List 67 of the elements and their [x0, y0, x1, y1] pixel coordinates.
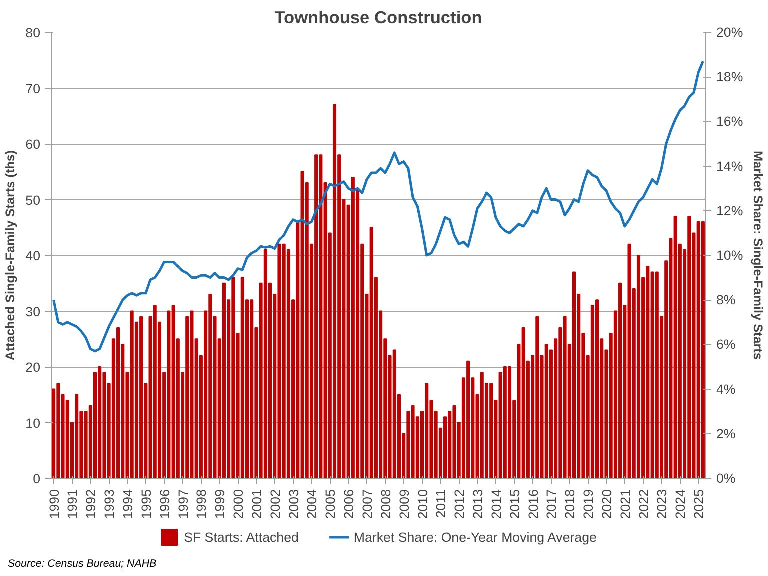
bar: [332, 104, 337, 478]
x-tick-label: 2000: [231, 489, 246, 520]
x-tick-label: 1992: [84, 489, 99, 520]
y2-tick-label: 10%: [716, 248, 744, 263]
y2-tick-label: 6%: [716, 337, 736, 352]
x-tick-label: 1999: [212, 489, 228, 520]
y2-tick-label: 18%: [716, 70, 744, 85]
x-tick-label: 2004: [304, 488, 320, 520]
y2-tick-label: 16%: [716, 114, 744, 130]
x-tick-label: 2006: [342, 489, 357, 520]
y-tick-label: 60: [26, 137, 41, 152]
y-tick-label: 80: [26, 26, 41, 40]
y-tick-label: 70: [26, 81, 41, 96]
legend-label: Market Share: One-Year Moving Average: [354, 530, 597, 544]
x-tick-label: 2010: [415, 489, 430, 520]
x-tick-label: 2007: [360, 489, 375, 520]
y2-tick-label: 14%: [716, 158, 744, 174]
x-tick-label: 2025: [692, 489, 707, 520]
x-tick-label: 2015: [507, 489, 522, 520]
x-tick-label: 2013: [470, 489, 486, 520]
legend-label: SF Starts: Attached: [184, 530, 299, 544]
bar: [508, 366, 512, 478]
y2-tick-label: 0%: [716, 471, 736, 486]
x-tick-label: 1995: [138, 489, 154, 520]
x-tick-label: 1993: [102, 489, 118, 520]
y-axis-title: Attached Single-Family Starts (ths): [4, 150, 18, 361]
line-series: [52, 60, 704, 353]
x-tick-label: 1991: [65, 489, 80, 520]
bar: [701, 222, 705, 478]
source-note: Source: Census Bureau; NAHB: [8, 557, 157, 572]
x-tick-label: 2003: [286, 489, 302, 520]
y2-tick-label: 2%: [716, 426, 736, 442]
y-tick-label: 50: [26, 192, 41, 208]
y2-tick-label: 20%: [716, 25, 744, 40]
y-tick-label: 10: [26, 416, 41, 431]
x-tick-label: 2021: [618, 489, 633, 520]
chart-title: Townhouse Construction: [274, 8, 482, 28]
y2-axis-title: Market Share: Single-Family Starts: [751, 151, 766, 360]
x-tick-label: 2005: [323, 489, 338, 520]
x-tick-label: 1990: [46, 489, 62, 520]
y-tick-label: 40: [26, 248, 41, 264]
x-tick-label: 2017: [544, 489, 560, 520]
x-tick-label: 2016: [526, 489, 541, 520]
x-tick-label: 2019: [581, 489, 596, 520]
x-tick-label: 2002: [268, 489, 283, 520]
bar: [572, 272, 576, 478]
x-tick-label: 2022: [636, 489, 652, 520]
y-tick-label: 30: [26, 304, 41, 320]
y2-tick-label: 12%: [716, 203, 744, 218]
y-tick-label: 20: [26, 360, 41, 375]
x-tick-label: 2014: [488, 488, 504, 520]
x-tick-label: 2012: [452, 489, 468, 520]
x-tick-label: 2008: [378, 489, 394, 520]
x-tick-label: 2018: [562, 489, 578, 520]
x-tick-label: 2009: [396, 489, 412, 520]
x-tick-label: 2001: [249, 489, 264, 520]
x-tick-label: 2024: [673, 488, 688, 520]
x-tick-label: 2020: [599, 489, 614, 520]
x-tick-label: 2023: [654, 489, 670, 520]
x-tick-label: 1997: [176, 489, 191, 520]
y-tick-label: 0: [33, 472, 41, 486]
x-tick-label: 1996: [157, 489, 172, 520]
x-tick-label: 2011: [434, 489, 449, 518]
x-tick-label: 1998: [194, 489, 210, 520]
x-tick-label: 1994: [120, 488, 136, 520]
y2-tick-label: 8%: [716, 292, 736, 308]
y2-tick-label: 4%: [716, 382, 736, 397]
